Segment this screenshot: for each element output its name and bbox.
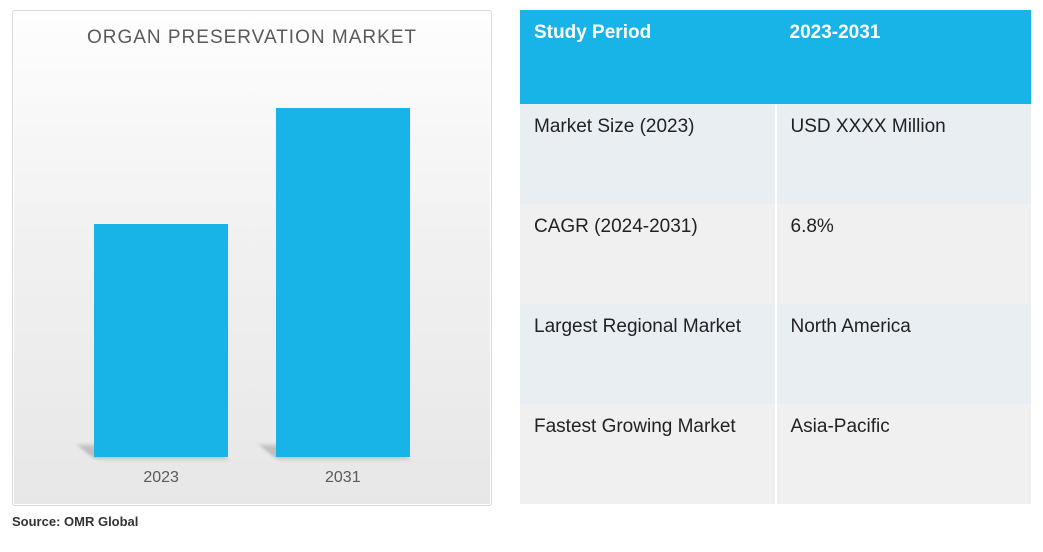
chart-title: ORGAN PRESERVATION MARKET	[13, 27, 491, 49]
row-value: USD XXXX Million	[776, 104, 1032, 204]
source-text: Source: OMR Global	[12, 514, 492, 529]
table-row: Fastest Growing Market Asia-Pacific	[520, 404, 1031, 504]
table-row: Market Size (2023) USD XXXX Million	[520, 104, 1031, 204]
chart-card: ORGAN PRESERVATION MARKET 2023 2031	[12, 10, 492, 506]
row-label: Fastest Growing Market	[520, 404, 776, 504]
table-row: CAGR (2024-2031) 6.8%	[520, 204, 1031, 304]
year-label-1: 2031	[276, 469, 410, 487]
table-row: Largest Regional Market North America	[520, 304, 1031, 404]
info-table: Study Period 2023-2031 Market Size (2023…	[520, 10, 1031, 504]
bar-1	[276, 108, 410, 457]
bars-area	[13, 71, 491, 457]
header-col1: Study Period	[520, 10, 776, 104]
row-label: CAGR (2024-2031)	[520, 204, 776, 304]
header-col2: 2023-2031	[776, 10, 1032, 104]
row-value: Asia-Pacific	[776, 404, 1032, 504]
year-label-0: 2023	[94, 469, 228, 487]
row-value: 6.8%	[776, 204, 1032, 304]
row-value: North America	[776, 304, 1032, 404]
table-header-row: Study Period 2023-2031	[520, 10, 1031, 104]
bar-0	[94, 224, 228, 457]
row-label: Largest Regional Market	[520, 304, 776, 404]
row-label: Market Size (2023)	[520, 104, 776, 204]
right-panel: Study Period 2023-2031 Market Size (2023…	[520, 10, 1031, 529]
left-panel: ORGAN PRESERVATION MARKET 2023 2031 Sour…	[12, 10, 492, 529]
main-container: ORGAN PRESERVATION MARKET 2023 2031 Sour…	[12, 10, 1031, 529]
